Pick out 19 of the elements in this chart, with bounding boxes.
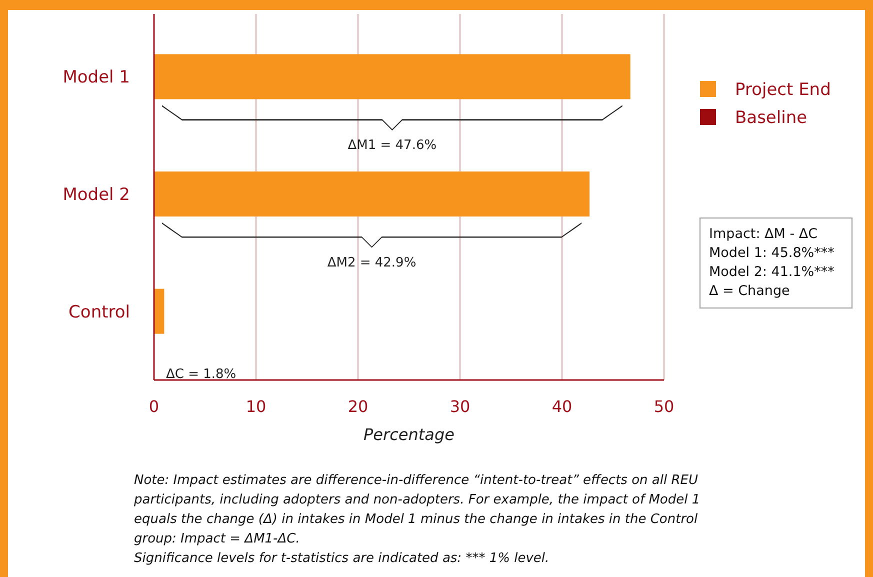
text: Note: Impact estimates are difference-in-difference “intent-to-treat” effects on all REU participants, including adopters and non-adopters. For example, the impact of Model 1 equals the change (Δ) in intakes in Model 1 minus the change in intakes in the Control group: Impact = ΔM1-ΔC. Significance levels for t-statistics are indicated as: *** 1% level. xyxy=(133,473,700,566)
legend-label: Baseline xyxy=(735,108,808,128)
bar xyxy=(154,54,630,100)
x-tick-label: 0 xyxy=(148,397,160,416)
x-tick-label: 30 xyxy=(450,397,470,416)
annotation: ΔM1 = 47.6% xyxy=(348,138,437,154)
legend-label: Project End xyxy=(735,80,831,100)
x-tick-label: 50 xyxy=(654,397,674,416)
annotation: ΔM2 = 42.9% xyxy=(327,256,416,270)
annotation: ΔC = 1.8% xyxy=(166,366,236,382)
x-tick-label: 20 xyxy=(348,397,368,416)
bar xyxy=(154,172,590,216)
y-tick-label: Model 2 xyxy=(62,184,130,205)
y-tick-label: Model 1 xyxy=(62,68,130,88)
y-tick-label: Control xyxy=(68,302,130,322)
x-tick-label: 10 xyxy=(246,397,266,416)
x-axis-title: Percentage xyxy=(364,425,455,444)
x-tick-label: 40 xyxy=(552,397,572,416)
text: Impact: ΔM - ΔC Model 1: 45.8%*** Model 2: 41.1%*** Δ = Change xyxy=(709,226,834,299)
